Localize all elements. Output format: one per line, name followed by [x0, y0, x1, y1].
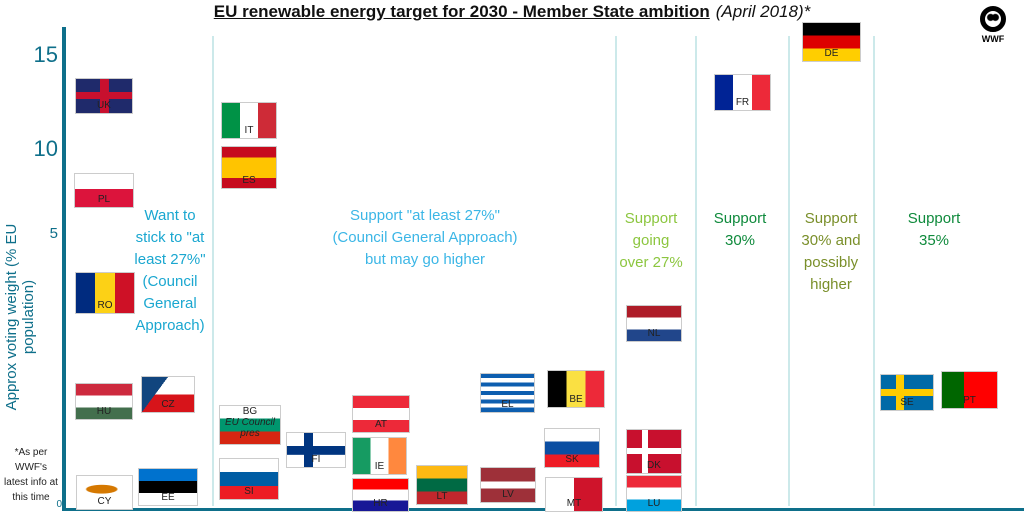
footnote: *As per WWF's latest info at this time [4, 447, 58, 503]
wwf-logo: WWF [976, 6, 1010, 50]
flag-fr: FR [714, 74, 771, 111]
country-code: HU [96, 406, 112, 417]
panda-icon [980, 6, 1006, 32]
flag-sk: SK [544, 428, 600, 468]
country-code: DK [647, 460, 661, 471]
flag-it: IT [221, 102, 277, 139]
country-code: LT [436, 491, 448, 502]
flag-pt: PT [941, 371, 998, 409]
flag-es: ES [221, 146, 277, 189]
flag-bg: BG EU Council pres [219, 405, 281, 445]
flag-cy: CY [76, 475, 133, 510]
group-divider [788, 36, 790, 506]
country-code: LV [502, 489, 514, 500]
country-code: SI [244, 486, 254, 497]
y-tick: 15 [33, 42, 58, 67]
title-main: EU renewable energy target for 2030 - Me… [213, 2, 710, 21]
country-code: SK [565, 454, 579, 465]
country-code: UK [97, 100, 111, 111]
country-code: MT [566, 498, 582, 509]
country-code: FI [311, 454, 321, 465]
flag-be: BE [547, 370, 605, 408]
country-code: PL [97, 194, 111, 205]
flag-lv: LV [480, 467, 536, 503]
flag-el: EL [480, 373, 535, 413]
group-divider [695, 36, 697, 506]
flag-lt: LT [416, 465, 468, 505]
country-code: FR [735, 97, 750, 108]
country-note: EU Council pres [224, 417, 276, 439]
country-code: IE [374, 461, 385, 472]
flag-dk: DK [626, 429, 682, 474]
group-divider [212, 36, 214, 506]
logo-text: WWF [981, 34, 1005, 44]
country-code: CY [97, 496, 112, 507]
title-sub: (April 2018)* [715, 2, 811, 21]
y-tick: 10 [33, 136, 58, 161]
flag-si: SI [219, 458, 279, 500]
country-code: BE [569, 394, 583, 405]
group-label: Support 35% [907, 210, 961, 249]
country-code: DE [824, 48, 839, 59]
y-axis [62, 27, 66, 509]
flag-mt: MT [545, 477, 603, 512]
country-code: NL [647, 328, 661, 339]
flag-se: SE [880, 374, 934, 411]
group-label: Support going over 27% [619, 210, 683, 271]
country-code: AT [374, 419, 388, 430]
flag-at: AT [352, 395, 410, 433]
flag-cz: CZ [141, 376, 195, 413]
country-code: ES [242, 175, 256, 186]
flag-hu: HU [75, 383, 133, 420]
flag-de: DE [802, 22, 861, 62]
country-code: SE [900, 397, 914, 408]
y-tick: 0 [56, 499, 62, 510]
x-axis [62, 508, 1024, 511]
y-tick: 5 [49, 225, 58, 242]
group-label: Want to stick to "at least 27%" (Council… [134, 207, 206, 334]
country-code: RO [97, 300, 113, 311]
flag-fi: FI [286, 432, 346, 468]
flag-ro: RO [75, 272, 135, 314]
country-code: EE [161, 492, 175, 503]
country-code: EL [501, 399, 514, 410]
group-label: Support 30% and possibly higher [801, 210, 861, 293]
flag-hr: HR [352, 478, 409, 512]
flag-uk: UK [75, 78, 133, 114]
group-divider [873, 36, 875, 506]
country-code: HR [373, 498, 388, 509]
group-label: Support "at least 27%" (Council General … [332, 207, 518, 268]
flag-ie: IE [352, 437, 407, 475]
y-axis-label: Approx voting weight (% EU population) [3, 223, 37, 411]
country-code: PT [963, 395, 976, 406]
flag-ee: EE [138, 468, 198, 506]
country-code: BG [242, 406, 258, 417]
chart-title: EU renewable energy target for 2030 - Me… [0, 2, 1024, 22]
country-code: IT [244, 125, 254, 136]
group-label: Support 30% [713, 210, 767, 249]
flag-lu: LU [626, 475, 682, 512]
country-code: LU [647, 498, 661, 509]
country-code: CZ [161, 399, 175, 410]
flag-nl: NL [626, 305, 682, 342]
group-divider [615, 36, 617, 506]
flag-pl: PL [74, 173, 134, 208]
